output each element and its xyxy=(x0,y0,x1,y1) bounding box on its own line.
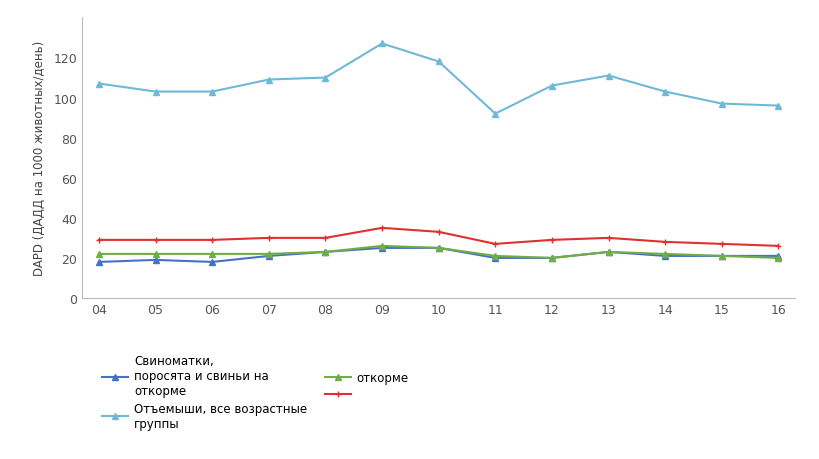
Legend: Свиноматки,
поросята и свиньи на
откорме, Отъемыши, все возрастные
группы, откор: Свиноматки, поросята и свиньи на откорме… xyxy=(102,355,409,430)
Y-axis label: DAPD (ДАДД на 1000 животных/день): DAPD (ДАДД на 1000 животных/день) xyxy=(34,41,46,276)
